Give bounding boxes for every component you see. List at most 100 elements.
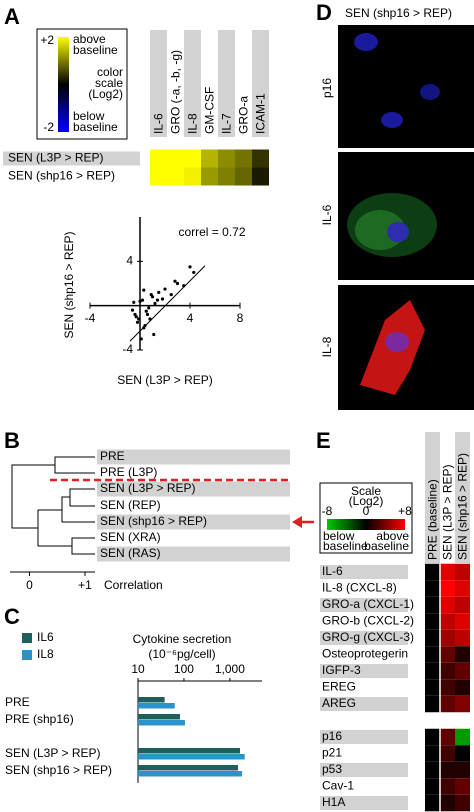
colorbar-label: above <box>376 529 409 543</box>
x-axis-label: (10⁻⁶pg/cell) <box>148 647 215 661</box>
tick-label: +2 <box>40 33 54 47</box>
heat-cell <box>455 728 470 746</box>
heat-cell <box>425 695 440 713</box>
colorbar-title: color <box>97 65 123 79</box>
heat-cell <box>455 778 470 795</box>
micrograph <box>338 152 474 280</box>
point <box>152 332 156 337</box>
row-label: IGFP-3 <box>322 663 361 677</box>
point <box>148 317 152 321</box>
heat-cell <box>455 745 470 762</box>
heat-cell <box>440 629 455 647</box>
row-label: p16 <box>322 729 342 743</box>
header-stripe <box>252 30 269 137</box>
row-label: Osteoprotegerin <box>322 647 408 661</box>
column-label: SEN (shp16 > REP) <box>456 453 470 560</box>
heat-cell <box>440 794 455 812</box>
tick-label: 0 <box>363 504 370 518</box>
leaf-label: SEN (REP) <box>100 498 161 512</box>
bar <box>138 703 175 709</box>
heat-cell <box>425 794 440 812</box>
heat-cell <box>425 778 440 795</box>
tick-label: 100 <box>174 662 194 676</box>
colorbar-label: below <box>323 529 355 543</box>
heat-cell <box>425 728 440 746</box>
heat-cell <box>425 596 440 614</box>
x-axis-label: Cytokine secretion <box>133 632 232 646</box>
tick-label: -2 <box>43 120 54 134</box>
row-label: SEN (shp16 > REP) <box>8 169 115 183</box>
row-band <box>320 796 408 810</box>
micrograph <box>338 285 474 410</box>
image-label: IL-8 <box>320 336 334 357</box>
heat-cell <box>455 596 470 614</box>
column-label: IL-7 <box>220 113 234 134</box>
heat-cell <box>440 761 455 779</box>
colorbar-label: above <box>73 32 106 46</box>
tick-label: 1,000 <box>215 662 245 676</box>
point <box>175 281 180 286</box>
category-label: SEN (L3P > REP) <box>5 746 100 760</box>
point <box>192 270 196 275</box>
x-axis-label: SEN (L3P > REP) <box>117 373 212 387</box>
leaf-label: PRE (L3P) <box>100 465 157 479</box>
heat-cell <box>455 761 470 779</box>
tick-label: +8 <box>398 504 412 518</box>
header-stripe <box>184 30 201 137</box>
heat-cell <box>440 613 455 630</box>
heat-cell <box>440 679 455 696</box>
panel-label: E <box>316 428 331 453</box>
x-axis-label: Correlation <box>104 578 163 592</box>
colorbar-frame <box>36 28 128 140</box>
heat-cell <box>440 580 455 597</box>
heat-cell <box>425 563 440 581</box>
heat-cell <box>235 167 252 186</box>
point <box>153 301 157 306</box>
leaf-label: SEN (L3P > REP) <box>100 481 195 495</box>
tick-label: 4 <box>187 311 194 325</box>
point <box>143 324 147 328</box>
colorbar-frame <box>319 482 413 554</box>
colorbar-label: baseline <box>323 539 368 553</box>
legend-label: IL6 <box>37 630 54 644</box>
heat-cell <box>252 167 269 186</box>
tick-label: -8 <box>322 504 333 518</box>
heat-cell <box>425 613 440 630</box>
bar <box>138 720 185 726</box>
legend-swatch <box>22 650 32 660</box>
bar <box>138 771 242 777</box>
heat-cell <box>425 646 440 663</box>
colorbar-title: (Log2) <box>349 494 384 508</box>
tick-label: 8 <box>237 311 244 325</box>
column-label: SEN (L3P > REP) <box>441 465 455 560</box>
heat-cell <box>455 646 470 663</box>
row-label: GRO-a (CXCL-1) <box>322 597 414 611</box>
row-label: H1A <box>322 795 345 809</box>
heat-cell <box>201 167 218 186</box>
bar <box>138 754 245 760</box>
row-band <box>320 598 408 612</box>
bar <box>138 714 180 720</box>
row-label: SEN (L3P > REP) <box>8 151 103 165</box>
point <box>169 292 173 297</box>
heat-cell <box>440 662 455 680</box>
heat-cell <box>455 613 470 630</box>
colorbar-label: below <box>73 109 105 123</box>
heat-cell <box>440 596 455 614</box>
heat-cell <box>455 679 470 696</box>
column-label: ICAM-1 <box>254 93 268 134</box>
point <box>182 284 186 288</box>
column-label: IL-6 <box>152 113 166 134</box>
row-label: p53 <box>322 762 342 776</box>
row-band <box>97 514 290 530</box>
heat-cell <box>440 695 455 713</box>
heat-cell <box>167 149 184 168</box>
point <box>144 309 148 313</box>
heat-cell <box>440 745 455 762</box>
row-band <box>320 730 408 744</box>
row-band <box>320 697 408 711</box>
heat-cell <box>150 149 167 168</box>
category-label: PRE (shp16) <box>5 712 74 726</box>
row-band <box>97 546 290 562</box>
heat-cell <box>252 149 269 168</box>
